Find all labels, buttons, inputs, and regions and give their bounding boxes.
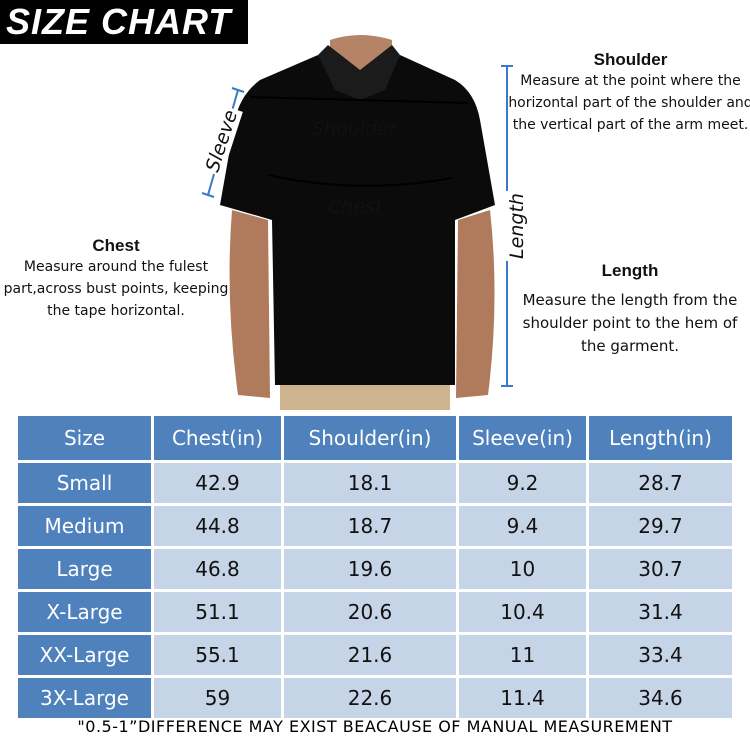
cell-chest: 55.1 (154, 635, 281, 675)
cell-sleeve: 9.4 (459, 506, 586, 546)
cell-shoulder: 20.6 (284, 592, 456, 632)
cell-size: Medium (18, 506, 151, 546)
cell-size: 3X-Large (18, 678, 151, 718)
length-note-heading: Length (601, 261, 659, 280)
header-chest: Chest(in) (154, 416, 281, 460)
table-row: X-Large 51.1 20.6 10.4 31.4 (18, 592, 732, 632)
cell-size: X-Large (18, 592, 151, 632)
length-note-text: Measure the length from the shoulder poi… (522, 291, 738, 355)
length-note: Length Measure the length from the shoul… (515, 261, 745, 358)
size-table: Size Chest(in) Shoulder(in) Sleeve(in) L… (15, 413, 735, 721)
right-arm (456, 210, 495, 398)
shoulder-note-heading: Shoulder (593, 50, 668, 69)
length-label: Length (505, 191, 528, 261)
shoulder-note: Shoulder Measure at the point where the … (508, 50, 750, 136)
chest-line (267, 174, 453, 187)
table-row: XX-Large 55.1 21.6 11 33.4 (18, 635, 732, 675)
cell-chest: 42.9 (154, 463, 281, 503)
cell-shoulder: 22.6 (284, 678, 456, 718)
measurement-disclaimer: "0.5-1”DIFFERENCE MAY EXIST BEACAUSE OF … (77, 717, 673, 736)
table-row: Medium 44.8 18.7 9.4 29.7 (18, 506, 732, 546)
cell-length: 30.7 (589, 549, 732, 589)
shoulder-label: Shoulder (312, 118, 397, 140)
table-row: 3X-Large 59 22.6 11.4 34.6 (18, 678, 732, 718)
cell-chest: 44.8 (154, 506, 281, 546)
left-arm (229, 210, 270, 398)
chest-label: Chest (328, 196, 383, 218)
cell-length: 29.7 (589, 506, 732, 546)
cell-sleeve: 11 (459, 635, 586, 675)
cell-length: 31.4 (589, 592, 732, 632)
cell-size: Small (18, 463, 151, 503)
header-shoulder: Shoulder(in) (284, 416, 456, 460)
header-size: Size (18, 416, 151, 460)
chest-note-heading: Chest (92, 236, 140, 255)
cell-size: XX-Large (18, 635, 151, 675)
header-sleeve: Sleeve(in) (459, 416, 586, 460)
cell-sleeve: 9.2 (459, 463, 586, 503)
cell-shoulder: 18.1 (284, 463, 456, 503)
cell-length: 34.6 (589, 678, 732, 718)
header-length: Length(in) (589, 416, 732, 460)
shirt-body (220, 55, 495, 385)
shoulder-line (249, 96, 469, 104)
cell-sleeve: 10.4 (459, 592, 586, 632)
table-row: Small 42.9 18.1 9.2 28.7 (18, 463, 732, 503)
cell-chest: 51.1 (154, 592, 281, 632)
chest-note: Chest Measure around the fulest part,acr… (0, 236, 232, 322)
cell-chest: 46.8 (154, 549, 281, 589)
shirt-collar (318, 45, 400, 100)
table-row: Large 46.8 19.6 10 30.7 (18, 549, 732, 589)
cell-sleeve: 10 (459, 549, 586, 589)
cell-shoulder: 21.6 (284, 635, 456, 675)
size-chart-title: SIZE CHART (0, 0, 248, 44)
cell-size: Large (18, 549, 151, 589)
cell-shoulder: 19.6 (284, 549, 456, 589)
cell-length: 28.7 (589, 463, 732, 503)
table-header-row: Size Chest(in) Shoulder(in) Sleeve(in) L… (18, 416, 732, 460)
cell-shoulder: 18.7 (284, 506, 456, 546)
cell-sleeve: 11.4 (459, 678, 586, 718)
cell-length: 33.4 (589, 635, 732, 675)
chest-note-text: Measure around the fulest part,across bu… (3, 259, 229, 319)
shoulder-note-text: Measure at the point where the horizonta… (508, 73, 750, 133)
cell-chest: 59 (154, 678, 281, 718)
